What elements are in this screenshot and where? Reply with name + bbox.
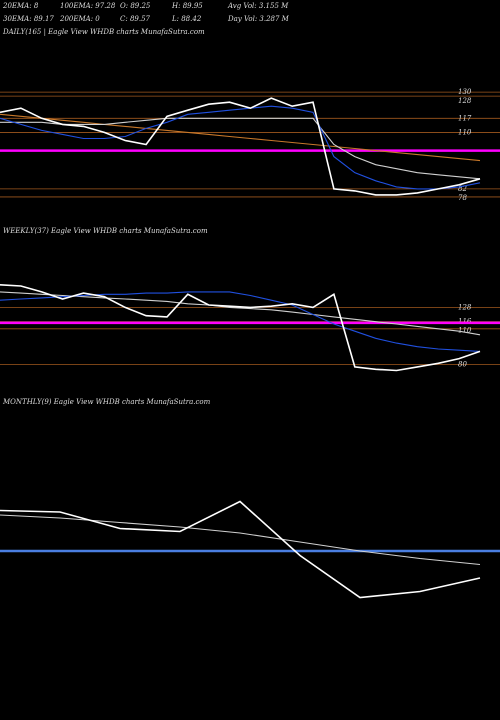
price-line: [0, 284, 481, 372]
level-label: 78: [458, 194, 467, 202]
price-line: [0, 500, 481, 599]
header-stat: 20EMA: 8: [2, 2, 39, 10]
header-stat: H: 89.95: [171, 2, 203, 10]
level-label: 128: [458, 97, 472, 105]
header-stat: L: 88.42: [171, 15, 202, 23]
price-line: [0, 291, 481, 352]
price-line: [0, 113, 481, 162]
panel-title: DAILY(165 | Eagle View WHDB charts Munaf…: [2, 28, 205, 36]
level-label: 130: [458, 88, 472, 96]
price-line: [0, 291, 481, 336]
header-stat: Day Vol: 3.287 M: [227, 15, 290, 23]
level-label: 117: [458, 114, 472, 122]
price-line: [0, 117, 481, 180]
panel-title: WEEKLY(37) Eagle View WHDB charts Munafa…: [3, 227, 208, 235]
price-line: [0, 97, 481, 196]
header-stat: 100EMA: 97.28: [60, 2, 116, 10]
header-stat: Avg Vol: 3.155 M: [227, 2, 289, 10]
level-label: 80: [458, 361, 467, 369]
price-line: [0, 514, 481, 566]
level-label: 82: [458, 185, 467, 193]
level-label: 110: [458, 327, 472, 335]
header-stat: O: 89.25: [120, 2, 151, 10]
panel-title: MONTHLY(9) Eagle View WHDB charts Munafa…: [2, 398, 211, 406]
price-line: [0, 105, 481, 190]
level-label: 110: [458, 128, 472, 136]
header-stat: C: 89.57: [120, 15, 151, 23]
header-stat: 200EMA: 0: [59, 15, 100, 23]
header-stat: 30EMA: 89.17: [3, 15, 54, 23]
level-label: 128: [458, 303, 472, 311]
